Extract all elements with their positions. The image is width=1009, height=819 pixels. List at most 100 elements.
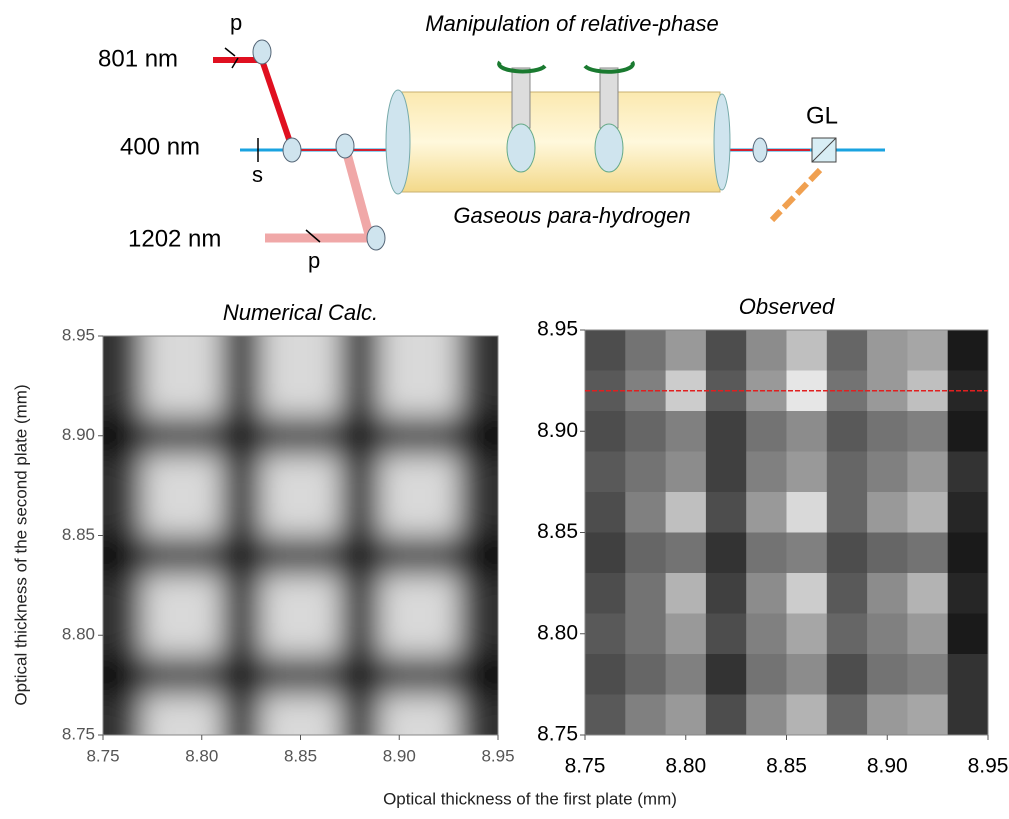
heat-cell [907, 411, 949, 452]
heat-cell [340, 415, 380, 457]
heat-cell [826, 654, 868, 695]
heat-cell [103, 336, 143, 377]
heat-cell [221, 615, 262, 656]
heat-cell [826, 451, 868, 493]
heat-cell [947, 532, 989, 574]
heat-cell [746, 694, 787, 736]
heat-cell [142, 495, 183, 536]
heat-cell [419, 455, 459, 497]
heat-cell [379, 415, 420, 457]
heat-cell [300, 695, 341, 735]
heat-cell [907, 492, 949, 533]
heat-cell [221, 455, 262, 497]
heat-cell [746, 492, 787, 533]
heat-cell [261, 415, 301, 457]
heat-cell [300, 415, 341, 457]
heat-cell [300, 575, 341, 616]
heat-cell [379, 615, 420, 656]
heat-cell [947, 411, 989, 452]
heat-cell [379, 336, 420, 377]
heat-cell [379, 575, 420, 616]
rotation-arrow [497, 60, 547, 74]
x-tick-label: 8.75 [565, 755, 606, 778]
heat-cell [458, 535, 498, 576]
polarizer-label: GL [806, 102, 838, 129]
heat-cell [746, 573, 787, 614]
heat-cell [705, 694, 747, 736]
heat-cell [585, 411, 626, 452]
heat-cell [947, 694, 989, 736]
heat-cell [458, 375, 498, 417]
heat-cell [379, 535, 420, 576]
heat-cell [665, 573, 707, 614]
heat-cell [585, 370, 626, 412]
heat-cell [458, 415, 498, 457]
heat-cell [947, 330, 989, 371]
heat-cell [221, 655, 262, 696]
heat-cell [786, 532, 828, 574]
beam-801 [213, 57, 295, 149]
heat-cell [221, 695, 262, 735]
heat-cell [705, 613, 747, 655]
heat-cell [625, 451, 667, 493]
heat-cell [103, 695, 143, 735]
heat-cell [142, 655, 183, 696]
mirror [252, 39, 272, 65]
x-tick-label: 8.80 [185, 746, 218, 765]
heat-cell [907, 532, 949, 574]
heat-cell [705, 451, 747, 493]
heat-cell [419, 495, 459, 536]
heat-cell [458, 575, 498, 616]
x-tick-label: 8.80 [665, 755, 706, 778]
heat-cell [746, 613, 787, 655]
heat-cell [907, 654, 949, 695]
heat-cell [379, 655, 420, 696]
heat-cell [300, 535, 341, 576]
heat-cell [300, 615, 341, 656]
rotation-arrow [583, 60, 635, 74]
plots: Numerical Calc. 8.75 8.80 8.85 8.90 8.95 8.75 8… [62, 294, 1009, 778]
heat-cell [786, 694, 828, 736]
heat-cell [705, 573, 747, 614]
heat-cell [221, 336, 262, 377]
heat-cell [103, 415, 143, 457]
heat-cell [458, 455, 498, 497]
heat-cell [665, 411, 707, 452]
heat-cell [142, 455, 183, 497]
heat-cell [182, 535, 222, 576]
y-tick-label: 8.80 [62, 625, 95, 644]
heat-cell [221, 575, 262, 616]
heat-cell [786, 654, 828, 695]
heat-cell [665, 694, 707, 736]
heat-cell [585, 330, 626, 371]
heat-cell [142, 695, 183, 735]
heat-cell [625, 654, 667, 695]
heat-cell [261, 615, 301, 656]
heat-cell [261, 336, 301, 377]
heat-cell [867, 694, 908, 736]
heat-cell [182, 415, 222, 457]
heat-cell [300, 336, 341, 377]
heat-cell [907, 573, 949, 614]
heat-cell [585, 451, 626, 493]
heat-cell [826, 694, 868, 736]
heat-cell [182, 655, 222, 696]
heat-cell [826, 330, 868, 371]
plate-holder [511, 67, 531, 129]
heat-cell [665, 613, 707, 655]
heat-cell [826, 492, 868, 533]
y-tick-label: 8.95 [537, 318, 578, 341]
heat-cell [340, 655, 380, 696]
heat-cell [103, 615, 143, 656]
heat-cell [300, 655, 341, 696]
heat-cell [182, 575, 222, 616]
y-tick-label: 8.80 [537, 621, 578, 644]
heat-cell [340, 695, 380, 735]
heat-cell [867, 532, 908, 574]
heat-cell [300, 455, 341, 497]
heat-cell [705, 411, 747, 452]
heat-cell [419, 615, 459, 656]
heat-cell [340, 575, 380, 616]
y-tick-label: 8.75 [537, 723, 578, 746]
